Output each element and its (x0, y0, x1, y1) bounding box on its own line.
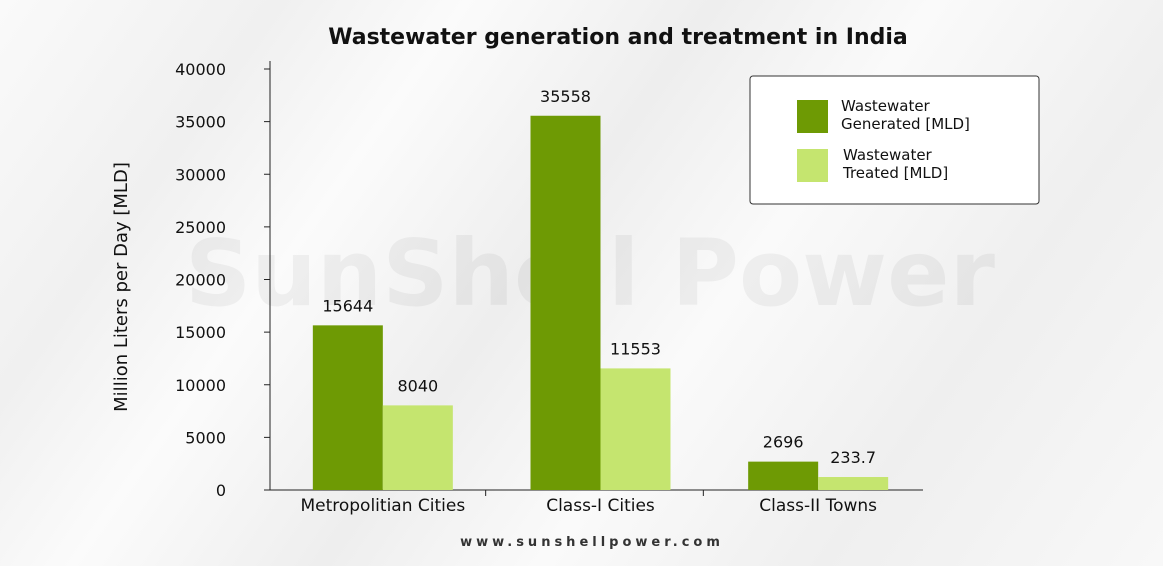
legend-swatch (797, 149, 828, 182)
y-tick-label: 30000 (175, 165, 226, 184)
legend-box (749, 75, 1040, 205)
data-label: 15644 (322, 296, 373, 315)
category-label: Class-I Cities (546, 496, 655, 516)
legend-label: Wastewater (841, 97, 931, 115)
bar-treated-0 (382, 405, 453, 490)
category-label: Class-II Towns (759, 496, 877, 516)
data-label: 35558 (540, 87, 591, 106)
y-tick-label: 0 (216, 481, 226, 500)
data-label: 233.7 (830, 448, 876, 467)
y-tick-label: 15000 (175, 323, 226, 342)
bar-treated-1 (600, 368, 671, 490)
category-label: Metropolitian Cities (300, 496, 465, 516)
y-ticks: 0 5000 10000 15000 20000 25000 30000 35000 40000 (175, 60, 270, 500)
legend-label: Wastewater (843, 146, 933, 164)
data-label: 11553 (610, 339, 661, 358)
y-tick-label: 10000 (175, 376, 226, 395)
y-axis-label: Million Liters per Day [MLD] (111, 162, 132, 412)
bars: 15644 8040 35558 11553 2696 233.7 (312, 87, 889, 491)
legend-label: Generated [MLD] (841, 115, 970, 133)
legend-label: Treated [MLD] (842, 164, 948, 182)
y-tick-label: 5000 (185, 428, 226, 447)
bar-generated-2 (748, 461, 819, 490)
bar-generated-1 (530, 115, 601, 491)
chart-title: Wastewater generation and treatment in I… (328, 25, 908, 50)
y-tick-label: 20000 (175, 271, 226, 290)
y-tick-label: 25000 (175, 218, 226, 237)
data-label: 8040 (397, 376, 438, 395)
footer-url[interactable]: www.sunshellpower.com (460, 535, 724, 550)
y-tick-label: 35000 (175, 113, 226, 132)
y-tick-label: 40000 (175, 60, 226, 79)
bar-treated-2 (818, 477, 889, 490)
category-labels: Metropolitian Cities Class-I Cities Class-… (300, 490, 877, 516)
legend-swatch (797, 100, 828, 133)
data-label: 2696 (763, 433, 804, 452)
bar-generated-0 (312, 325, 383, 490)
